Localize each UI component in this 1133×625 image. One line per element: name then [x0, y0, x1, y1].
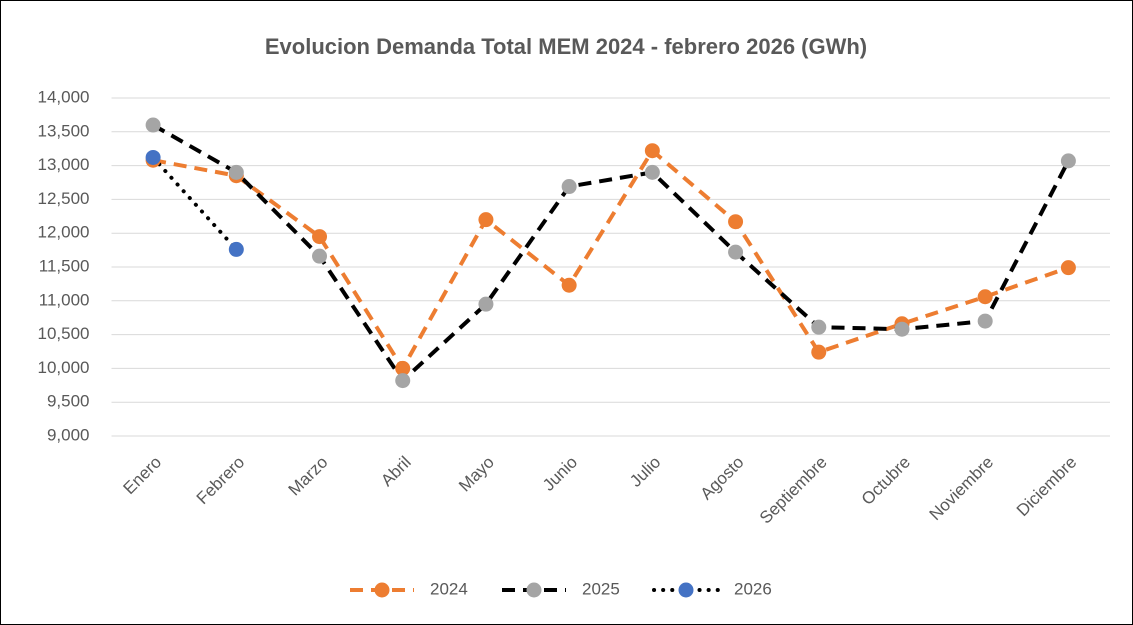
data-point — [811, 319, 827, 335]
data-point — [644, 143, 660, 159]
data-point — [395, 373, 411, 389]
y-tick-label: 11,500 — [39, 256, 90, 275]
legend-label: 2026 — [734, 579, 772, 598]
y-tick-label: 10,500 — [38, 324, 90, 343]
y-tick-label: 9,500 — [47, 392, 90, 411]
data-point — [478, 296, 494, 312]
series-line — [151, 155, 239, 252]
data-point — [728, 214, 744, 230]
data-point — [145, 117, 161, 133]
data-point — [228, 164, 244, 180]
y-tick-label: 10,000 — [38, 358, 90, 377]
data-point — [145, 149, 161, 165]
data-point — [561, 179, 577, 195]
y-tick-label: 13,500 — [38, 121, 90, 140]
series-line — [152, 123, 1071, 384]
legend-label: 2024 — [430, 579, 468, 598]
y-tick-label: 12,000 — [38, 223, 90, 242]
data-point — [228, 241, 244, 257]
y-tick-label: 9,000 — [47, 425, 90, 444]
data-point — [312, 248, 328, 264]
data-point — [561, 277, 577, 293]
legend-marker — [374, 582, 390, 598]
y-tick-label: 12,500 — [38, 189, 90, 208]
data-point — [395, 360, 411, 376]
data-point — [644, 164, 660, 180]
data-point — [1060, 260, 1076, 276]
legend-label: 2025 — [582, 579, 620, 598]
y-tick-label: 14,000 — [38, 87, 90, 106]
legend-marker — [526, 582, 542, 598]
data-point — [977, 289, 993, 305]
data-point — [811, 344, 827, 360]
data-point — [728, 244, 744, 260]
data-point — [894, 321, 910, 337]
chart-title: Evolucion Demanda Total MEM 2024 - febre… — [265, 34, 867, 59]
y-tick-label: 11,000 — [39, 290, 90, 309]
data-point — [478, 212, 494, 228]
y-tick-label: 13,000 — [38, 155, 90, 174]
data-point — [1060, 153, 1076, 169]
data-point — [312, 229, 328, 245]
series-line — [152, 147, 1070, 373]
data-point — [977, 313, 993, 329]
legend-marker — [678, 582, 694, 598]
